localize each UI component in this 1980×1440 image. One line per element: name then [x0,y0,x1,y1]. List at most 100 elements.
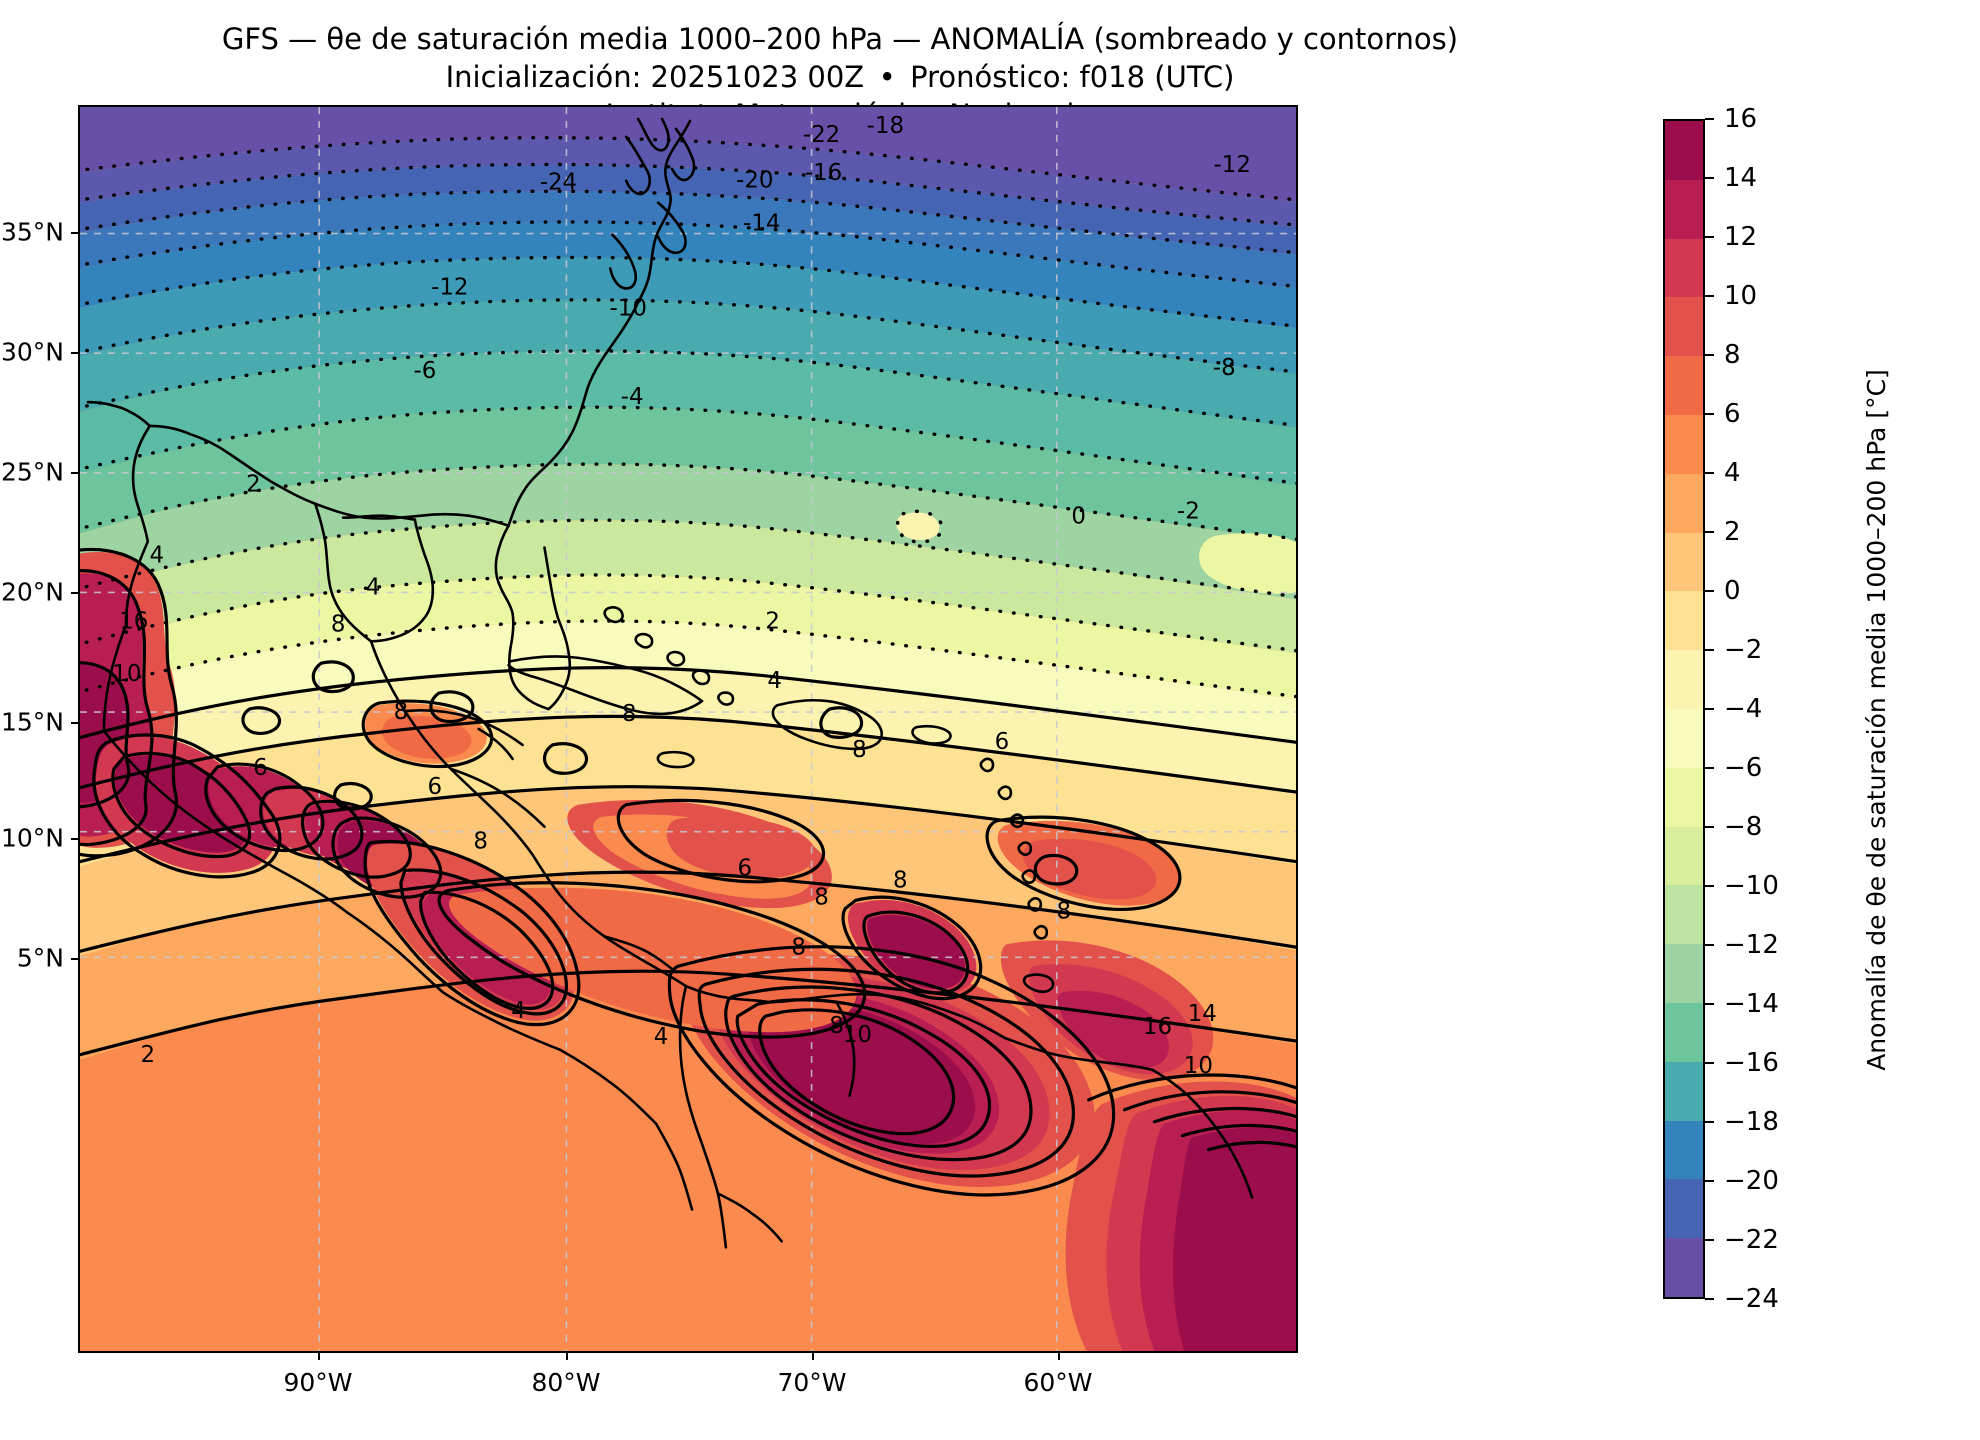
contour-label: 6 [428,774,443,800]
latitude-tick-label: 5°N [16,943,64,973]
forecast-text: Pronóstico: f018 (UTC) [910,60,1235,94]
colorbar-tick-label: 6 [1724,399,1741,429]
colorbar-swatch [1665,121,1703,180]
colorbar-swatch [1665,1179,1703,1239]
latitude-tick-label: 10°N [0,823,64,853]
contour-label: 14 [1188,1001,1217,1027]
contour-label: 4 [366,574,381,600]
map-plot-area[interactable]: -24 -22 -18 -20 -16 -14 -12 -12 -10 -8 -6 -4 -2 0 2 4 4 2… [78,105,1298,1353]
colorbar-tick-mark [1705,295,1714,297]
contour-label: 2 [246,472,261,498]
latitude-tick-mark [71,592,78,594]
colorbar-tick-label: 10 [1724,281,1758,311]
contour-labels: -24-22 -18-20 -16-14-12-12-10-8-6-4-202442… [112,113,1251,1079]
contour-label: -12 [1213,152,1250,178]
longitude-tick-mark [318,1353,320,1360]
colorbar-tick-mark [1705,590,1714,592]
colorbar-tick-label: −20 [1724,1166,1779,1196]
contour-label: -14 [743,211,780,237]
contour-label: 8 [331,611,346,637]
latitude-tick-mark [71,722,78,724]
latitude-tick-mark [71,232,78,234]
colorbar-tick-label: 2 [1724,517,1741,547]
colorbar-tick-label: 8 [1724,340,1741,370]
contours-negative [80,135,1296,699]
colorbar-swatch [1665,650,1703,710]
colorbar-tick-mark [1705,944,1714,946]
contour-label: 10 [843,1022,872,1048]
colorbar-swatch [1665,826,1703,886]
contour-label: -4 [621,384,644,410]
colorbar-label: Anomalía de θe de saturación media 1000–… [1862,369,1891,1071]
colorbar-swatch [1665,473,1703,533]
contour-label: 2 [765,608,780,634]
subtitle-separator: • [878,60,896,94]
coastlines [86,117,1254,1249]
contour-label: 8 [814,884,829,910]
latitude-tick-mark [71,472,78,474]
contours-positive [80,548,1296,1197]
colorbar-tick-mark [1705,1298,1714,1300]
colorbar-tick-mark [1705,1239,1714,1241]
colorbar-swatch [1665,1003,1703,1062]
contour-label: -24 [540,170,577,196]
longitude-tick-label: 90°W [283,1368,353,1397]
colorbar-tick-label: −6 [1724,753,1763,783]
contour-label: 8 [622,701,637,727]
contour-label: -10 [609,295,646,321]
map-canvas: -24-22 -18-20 -16-14-12-12-10-8-6-4-202442… [80,107,1296,1351]
colorbar-swatch [1665,356,1703,416]
longitude-tick-mark [812,1353,814,1360]
colorbar-tick-label: −4 [1724,694,1763,724]
colorbar-tick-mark [1705,708,1714,710]
colorbar-tick-label: −16 [1724,1048,1779,1078]
contour-label: 8 [852,737,867,763]
colorbar-tick-mark [1705,177,1714,179]
map-gridlines [80,107,1296,1351]
latitude-tick-label: 30°N [0,337,64,367]
contour-label: -8 [1213,355,1236,381]
latitude-tick-mark [71,958,78,960]
contour-label: 4 [654,1024,669,1050]
colorbar[interactable] [1663,119,1705,1299]
longitude-tick-mark [1058,1353,1060,1360]
longitude-tick-mark [566,1353,568,1360]
colorbar-swatch [1665,415,1703,474]
colorbar-tick-mark [1705,826,1714,828]
colorbar-tick-mark [1705,1062,1714,1064]
colorbar-tick-label: 16 [1724,104,1758,134]
colorbar-tick-label: −8 [1724,812,1763,842]
longitude-tick-label: 70°W [777,1368,847,1397]
colorbar-tick-mark [1705,1003,1714,1005]
contour-label: 16 [1143,1014,1172,1040]
colorbar-tick-label: −2 [1724,635,1763,665]
contour-label: 0 [1071,504,1086,530]
colorbar-tick-label: 12 [1724,222,1758,252]
contour-label: -16 [805,160,842,186]
colorbar-tick-label: −24 [1724,1284,1779,1314]
colorbar-swatch [1665,709,1703,768]
colorbar-tick-mark [1705,413,1714,415]
latitude-tick-label: 35°N [0,217,64,247]
colorbar-swatch [1665,238,1703,298]
colorbar-swatch [1665,179,1703,239]
colorbar-tick-mark [1705,236,1714,238]
colorbar-tick-mark [1705,531,1714,533]
latitude-tick-mark [71,838,78,840]
contour-label: 10 [1184,1053,1213,1079]
colorbar-swatch [1665,591,1703,651]
colorbar-tick-label: −10 [1724,871,1779,901]
contour-label: 6 [253,755,268,781]
contour-label: -20 [736,168,773,194]
latitude-tick-mark [71,352,78,354]
colorbar-tick-label: −14 [1724,989,1779,1019]
latitude-axis: 35°N 30°N 25°N 20°N 15°N 10°N 5°N [0,0,78,1440]
init-text: Inicialización: 20251023 00Z [445,60,865,94]
contour-label: -6 [413,358,436,384]
contour-label: -2 [1177,499,1200,525]
chart-title: GFS — θe de saturación media 1000–200 hP… [221,22,1459,56]
colorbar-tick-mark [1705,1180,1714,1182]
contour-label: 8 [394,699,409,725]
contour-label: 6 [738,856,753,882]
